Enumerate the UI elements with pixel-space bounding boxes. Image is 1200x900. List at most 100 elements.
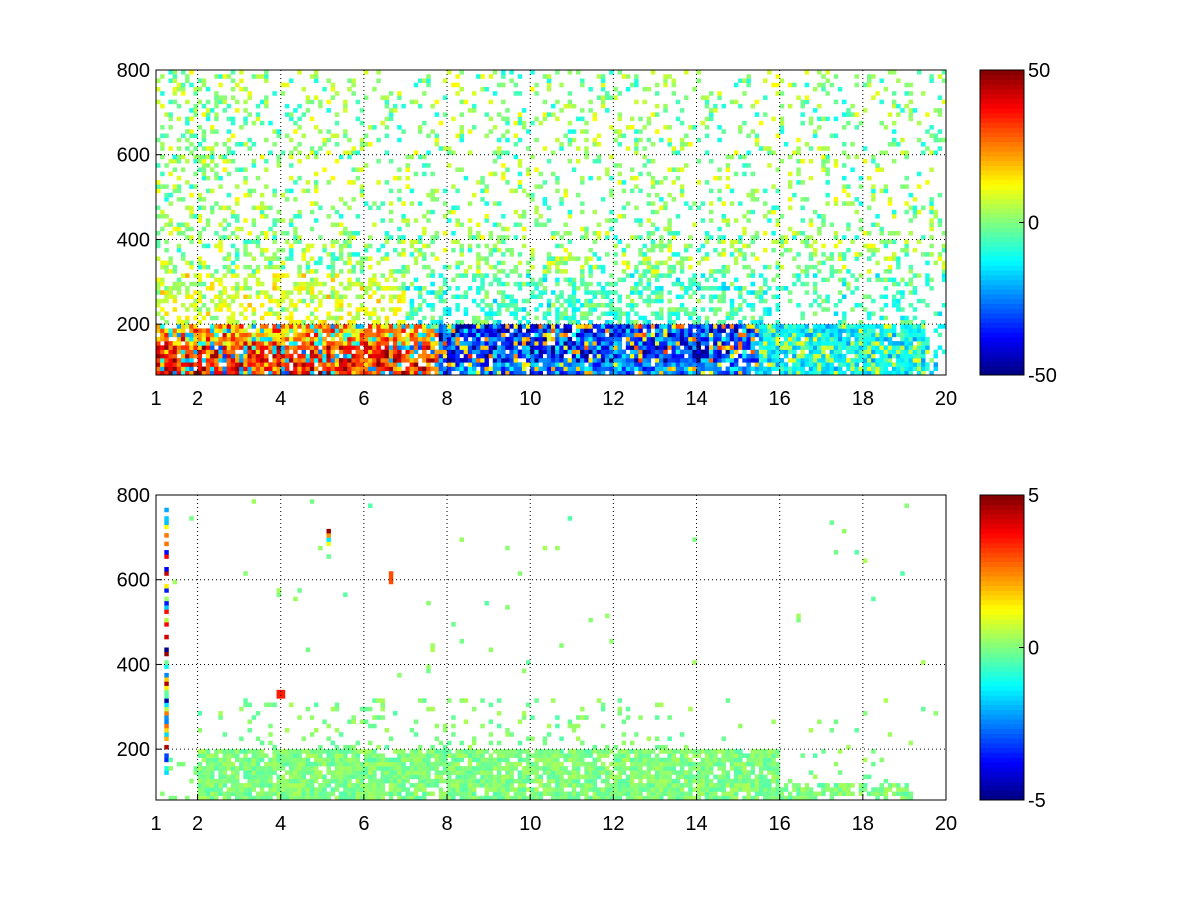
heatmap-cell [255,277,261,283]
heatmap-cell [517,353,523,359]
heatmap-cell [314,307,319,312]
heatmap-cell [559,269,564,274]
heatmap-cell [900,358,905,363]
heatmap-cell [189,82,194,88]
heatmap-cell [580,108,585,113]
heatmap-cell [492,332,498,338]
heatmap-cell [779,78,785,84]
heatmap-cell [347,239,352,244]
heatmap-cell [842,324,847,329]
heatmap-cell [247,345,252,350]
heatmap-cell [742,163,747,168]
heatmap-cell [654,311,660,316]
heatmap-cell [488,252,494,257]
heatmap-cell [630,125,635,130]
heatmap-cell [197,345,203,350]
heatmap-cell [921,353,926,359]
heatmap-cell [833,328,839,333]
heatmap-cell [289,345,294,350]
heatmap-cell [887,370,893,376]
heatmap-cell [330,277,336,283]
heatmap-cell [833,243,839,249]
heatmap-cell [879,362,884,367]
heatmap-cell [871,184,876,189]
heatmap-cell [837,277,843,283]
heatmap-cell [796,180,801,185]
heatmap-cell [912,315,918,321]
heatmap-cell [476,264,481,270]
heatmap-cell [226,116,232,122]
heatmap-cell [272,218,277,223]
heatmap-cell [733,307,739,312]
heatmap-cell [646,247,652,253]
heatmap-cell [542,358,548,363]
heatmap-cell [239,70,244,75]
heatmap-cell [613,252,618,257]
heatmap-cell [696,205,701,211]
heatmap-cell [713,349,718,355]
heatmap-cell [280,349,286,355]
heatmap-cell [501,99,506,105]
heatmap-cell [721,353,726,359]
heatmap-cell [717,336,722,342]
heatmap-cell [172,78,178,84]
heatmap-cell [725,353,731,359]
heatmap-cell [496,277,502,283]
heatmap-cell [426,370,431,376]
heatmap-cell [397,137,402,143]
heatmap-cell [222,345,227,350]
heatmap-cell [829,353,835,359]
heatmap-cell [218,341,223,346]
heatmap-cell [405,286,410,291]
heatmap-cell [496,150,502,156]
heatmap-cell [426,150,431,156]
heatmap-cell [176,319,182,325]
heatmap-cell [659,137,664,143]
heatmap-cell [422,91,427,96]
heatmap-cell [168,345,173,350]
heatmap-cell [401,358,406,363]
heatmap-cell [571,315,577,321]
heatmap-cell [804,239,810,244]
heatmap-cell [684,336,689,342]
heatmap-cell [309,341,315,346]
heatmap-cell [667,358,672,363]
heatmap-cell [858,218,864,223]
heatmap-cell [513,366,519,372]
heatmap-cell [247,230,252,236]
heatmap-cell [609,341,614,346]
heatmap-cell [359,328,365,333]
heatmap-cell [900,332,905,338]
heatmap-cell [526,281,531,287]
heatmap-cell [230,78,236,84]
heatmap-cell [476,362,481,367]
heatmap-cell [388,273,394,278]
heatmap-cell [426,362,431,367]
heatmap-cell [222,336,227,342]
heatmap-cell [921,91,926,96]
heatmap-cell [388,108,394,113]
heatmap-cell [201,133,207,139]
heatmap-cell [800,197,805,202]
heatmap-cell [904,319,909,325]
heatmap-cell [172,353,178,359]
heatmap-cell [380,358,385,363]
heatmap-cell [592,324,598,329]
heatmap-cell [467,366,473,372]
heatmap-cell [210,336,215,342]
heatmap-cell [742,78,747,84]
heatmap-cell [451,150,456,156]
heatmap-cell [921,235,926,240]
heatmap-cell [821,74,826,79]
heatmap-cell [521,336,527,342]
heatmap-cell [517,366,523,372]
heatmap-cell [496,137,502,143]
heatmap-cell [875,362,880,367]
heatmap-cell [309,209,315,215]
heatmap-cell [821,214,826,219]
heatmap-cell [201,315,207,321]
heatmap-cell [630,336,635,342]
heatmap-cell [422,324,427,329]
heatmap-cell [351,336,356,342]
heatmap-cell [542,116,548,122]
